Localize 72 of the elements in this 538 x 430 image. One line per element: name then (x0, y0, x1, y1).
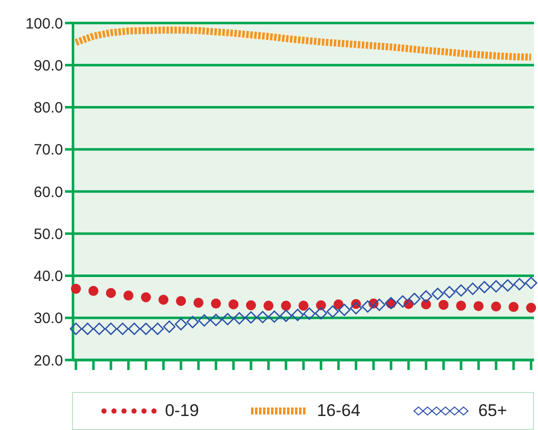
point (93, 322, 106, 335)
point (104, 322, 118, 335)
point (443, 286, 456, 298)
point (303, 308, 316, 320)
point (106, 288, 116, 298)
point (502, 279, 514, 292)
point (456, 300, 466, 311)
point (268, 310, 280, 323)
point (193, 298, 204, 308)
legend-label: 0-19 (164, 401, 199, 421)
y-tick-label: 80.0 (34, 100, 63, 117)
point (210, 314, 222, 326)
point (128, 322, 140, 335)
point (263, 300, 274, 311)
point (432, 288, 444, 300)
point (140, 292, 151, 302)
point (233, 312, 246, 324)
legend-label: 16-64 (316, 401, 360, 421)
point (151, 322, 164, 335)
point (490, 280, 502, 292)
point (420, 290, 432, 303)
point (158, 294, 168, 305)
y-tick-label: 100.0 (25, 15, 63, 32)
point (280, 300, 291, 311)
point (210, 298, 221, 309)
point (140, 322, 152, 335)
point (396, 295, 409, 308)
y-tick-label: 60.0 (34, 184, 63, 201)
point (246, 300, 256, 310)
point (478, 280, 491, 294)
point (198, 314, 210, 327)
y-tick-label: 90.0 (34, 57, 63, 74)
point (176, 296, 186, 306)
point (298, 300, 308, 311)
point (326, 305, 339, 318)
point (88, 286, 98, 296)
point (116, 322, 129, 335)
point (228, 299, 238, 310)
point (123, 290, 134, 301)
point (163, 320, 176, 333)
point (362, 300, 374, 313)
point (338, 304, 350, 316)
point (454, 284, 468, 297)
point (408, 292, 421, 306)
point (474, 301, 484, 312)
point (373, 298, 386, 311)
point (256, 310, 269, 324)
point (513, 278, 526, 290)
y-tick-label: 30.0 (34, 310, 63, 328)
point (314, 307, 328, 320)
point (244, 311, 258, 324)
point (491, 302, 502, 312)
point (508, 302, 519, 312)
point (350, 302, 362, 314)
point (526, 302, 536, 313)
y-tick-label: 20.0 (34, 352, 63, 370)
point (70, 322, 82, 335)
point (221, 312, 234, 326)
point (174, 318, 188, 330)
point (186, 316, 199, 328)
point (524, 276, 538, 290)
point (81, 322, 94, 335)
y-tick-label: 70.0 (34, 142, 63, 159)
point (292, 308, 304, 322)
point (280, 310, 292, 322)
point (421, 299, 432, 310)
y-tick-label: 50.0 (34, 226, 63, 243)
point (70, 284, 81, 294)
y-tick-label: 40.0 (34, 268, 63, 286)
point (438, 300, 449, 310)
legend-label: 65+ (478, 401, 508, 421)
point (466, 282, 479, 295)
